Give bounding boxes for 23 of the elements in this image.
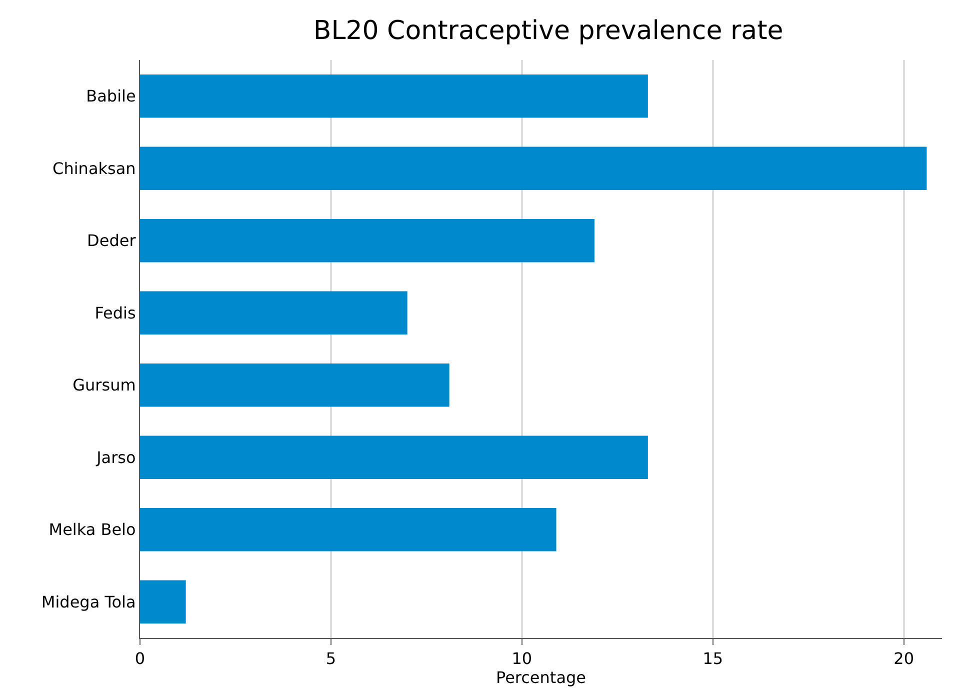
- y-tick-label: Melka Belo: [48, 520, 136, 540]
- bar: [140, 508, 556, 552]
- bar: [140, 580, 186, 624]
- chart-title: BL20 Contraceptive prevalence rate: [313, 16, 784, 46]
- bar: [140, 291, 408, 335]
- x-tick-label: 10: [512, 649, 532, 668]
- x-tick-label: 0: [134, 649, 146, 668]
- x-tick-label: 5: [326, 649, 336, 668]
- y-tick-label: Chinaksan: [52, 158, 136, 178]
- y-tick-label: Midega Tola: [41, 592, 136, 612]
- bar: [140, 218, 594, 262]
- bar: [140, 363, 450, 407]
- x-tick-label: 20: [894, 649, 914, 668]
- x-axis-title: Percentage: [496, 668, 586, 688]
- bar: [140, 74, 648, 118]
- y-tick-label: Deder: [87, 231, 136, 250]
- x-tick-label: 15: [702, 649, 724, 668]
- bar: [140, 436, 648, 480]
- y-tick-label: Gursum: [72, 376, 136, 395]
- y-tick-label: Babile: [86, 86, 136, 106]
- y-tick-label: Fedis: [94, 303, 136, 322]
- bar: [140, 146, 927, 190]
- y-tick-label: Jarso: [96, 448, 136, 467]
